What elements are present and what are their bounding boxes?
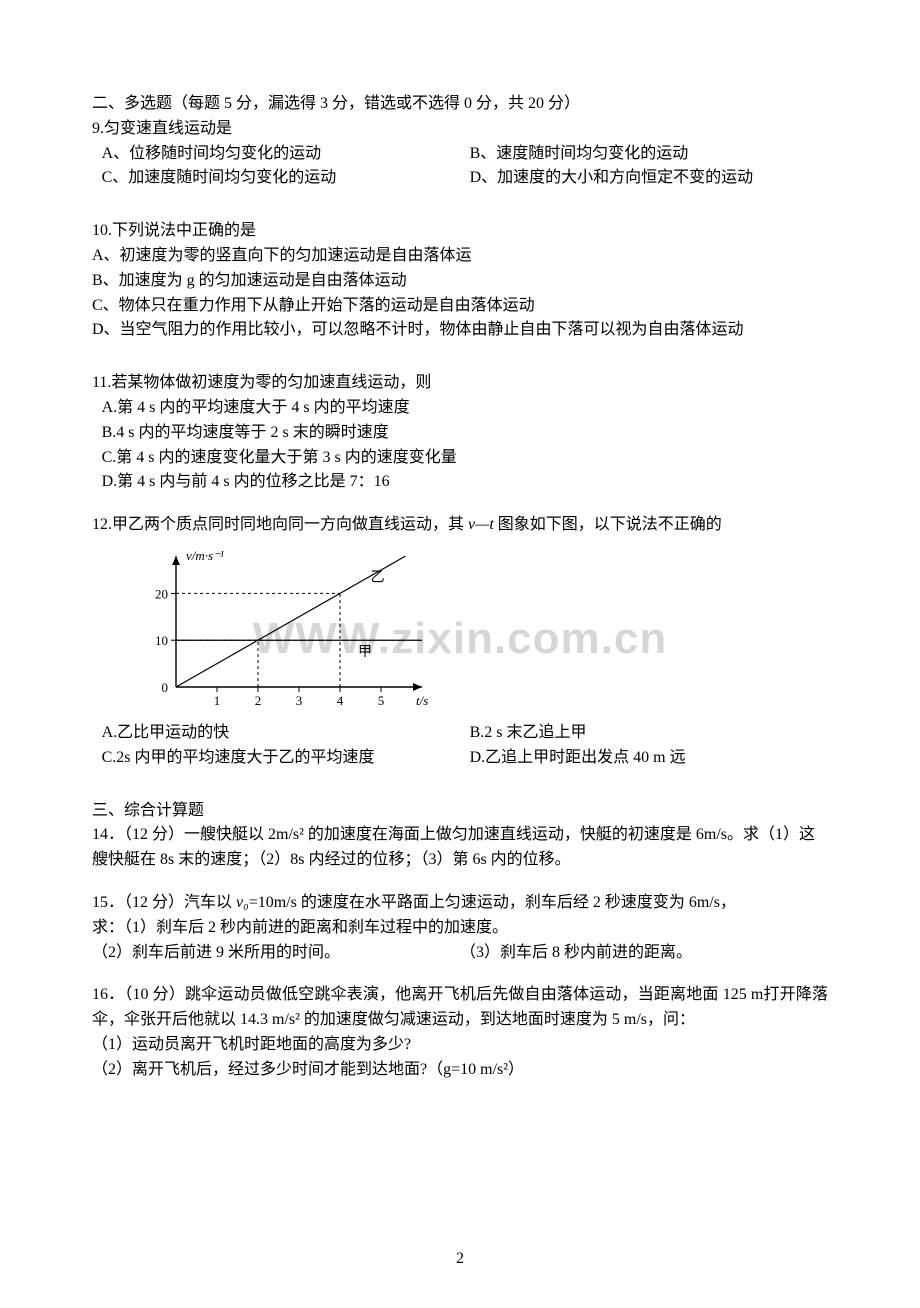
- q10-opt-A: A、初速度为零的竖直向下的匀加速运动是自由落体运: [92, 244, 828, 269]
- svg-text:4: 4: [337, 693, 344, 708]
- vt-chart-svg: 1 2 3 4 5 0 10 20 甲 乙 v/m·s⁻¹ t/s: [132, 544, 432, 719]
- q12-opt-A: A.乙比甲运动的快: [92, 721, 460, 746]
- section-2-heading: 二、多选题（每题 5 分，漏选得 3 分，错选或不选得 0 分，共 20 分）: [92, 92, 828, 117]
- q12-opt-B: B.2 s 末乙追上甲: [460, 721, 828, 746]
- svg-text:乙: 乙: [371, 569, 385, 585]
- q11-opt-A: A.第 4 s 内的平均速度大于 4 s 内的平均速度: [92, 396, 828, 421]
- q12-stem: 12.甲乙两个质点同时同地向同一方向做直线运动，其 v—t 图象如下图，以下说法…: [92, 513, 828, 538]
- q15-v0: v₀: [236, 894, 249, 911]
- q15-line3a: （2）刹车后前进 9 米所用的时间。: [92, 941, 460, 966]
- q9-options-row1: A、位移随时间均匀变化的运动 B、速度随时间均匀变化的运动: [92, 142, 828, 167]
- svg-text:2: 2: [255, 693, 262, 708]
- q9-stem: 9.匀变速直线运动是: [92, 117, 828, 142]
- svg-text:甲: 甲: [358, 645, 372, 660]
- q11-opt-C: C.第 4 s 内的速度变化量大于第 3 s 内的速度变化量: [92, 446, 828, 471]
- svg-text:0: 0: [162, 680, 169, 695]
- q10-opt-B: B、加速度为 g 的匀加速运动是自由落体运动: [92, 269, 828, 294]
- q11-stem: 11.若某物体做初速度为零的匀加速直线运动，则: [92, 371, 828, 396]
- q15-line1: 15．（12 分）汽车以 v₀=10m/s 的速度在水平路面上匀速运动，刹车后经…: [92, 891, 828, 916]
- q10-stem: 10.下列说法中正确的是: [92, 219, 828, 244]
- q12-chart: 1 2 3 4 5 0 10 20 甲 乙 v/m·s⁻¹ t/s: [132, 544, 828, 719]
- q9-options-row2: C、加速度随时间均匀变化的运动 D、加速度的大小和方向恒定不变的运动: [92, 166, 828, 191]
- svg-text:v/m·s⁻¹: v/m·s⁻¹: [186, 548, 224, 563]
- svg-text:1: 1: [214, 693, 221, 708]
- svg-text:10: 10: [155, 633, 168, 648]
- q9-opt-D: D、加速度的大小和方向恒定不变的运动: [460, 166, 828, 191]
- svg-text:3: 3: [296, 693, 303, 708]
- q16-line2: （1）运动员离开飞机时距地面的高度为多少?: [92, 1033, 828, 1058]
- q9-opt-C: C、加速度随时间均匀变化的运动: [92, 166, 460, 191]
- q15-line1-prefix: 15．（12 分）汽车以: [92, 894, 236, 911]
- q16-line3: （2）离开飞机后，经过多少时间才能到达地面?（g=10 m/s²）: [92, 1058, 828, 1083]
- q16-line1: 16．（10 分）跳伞运动员做低空跳伞表演，他离开飞机后先做自由落体运动，当距离…: [92, 983, 828, 1033]
- exam-page: 二、多选题（每题 5 分，漏选得 3 分，错选或不选得 0 分，共 20 分） …: [0, 0, 920, 1308]
- q12-opt-C: C.2s 内甲的平均速度大于乙的平均速度: [92, 746, 460, 771]
- q11-opt-B: B.4 s 内的平均速度等于 2 s 末的瞬时速度: [92, 421, 828, 446]
- q15-line3: （2）刹车后前进 9 米所用的时间。 （3）刹车后 8 秒内前进的距离。: [92, 941, 828, 966]
- q12-options-row1: A.乙比甲运动的快 B.2 s 末乙追上甲: [92, 721, 828, 746]
- svg-text:5: 5: [378, 693, 385, 708]
- q11-opt-D: D.第 4 s 内与前 4 s 内的位移之比是 7：16: [92, 470, 828, 495]
- q9-opt-B: B、速度随时间均匀变化的运动: [460, 142, 828, 167]
- section-3-heading: 三、综合计算题: [92, 799, 828, 824]
- q14: 14．（12 分）一艘快艇以 2m/s² 的加速度在海面上做匀加速直线运动，快艇…: [92, 823, 828, 873]
- q12-opt-D: D.乙追上甲时距出发点 40 m 远: [460, 746, 828, 771]
- q15-line3b: （3）刹车后 8 秒内前进的距离。: [460, 941, 828, 966]
- q12-stem-suffix: 图象如下图，以下说法不正确的: [494, 516, 722, 533]
- q12-stem-vt: v—t: [468, 516, 494, 533]
- q12-options-row2: C.2s 内甲的平均速度大于乙的平均速度 D.乙追上甲时距出发点 40 m 远: [92, 746, 828, 771]
- q9-opt-A: A、位移随时间均匀变化的运动: [92, 142, 460, 167]
- q10-opt-C: C、物体只在重力作用下从静止开始下落的运动是自由落体运动: [92, 294, 828, 319]
- q12-stem-prefix: 12.甲乙两个质点同时同地向同一方向做直线运动，其: [92, 516, 468, 533]
- svg-text:t/s: t/s: [416, 693, 428, 708]
- q15-line1-suffix: =10m/s 的速度在水平路面上匀速运动，刹车后经 2 秒速度变为 6m/s，: [249, 894, 736, 911]
- q15-line2: 求：（1）刹车后 2 秒内前进的距离和刹车过程中的加速度。: [92, 916, 828, 941]
- page-number: 2: [0, 1247, 920, 1272]
- q10-opt-D: D、当空气阻力的作用比较小，可以忽略不计时，物体由静止自由下落可以视为自由落体运…: [92, 318, 828, 343]
- svg-text:20: 20: [155, 586, 168, 601]
